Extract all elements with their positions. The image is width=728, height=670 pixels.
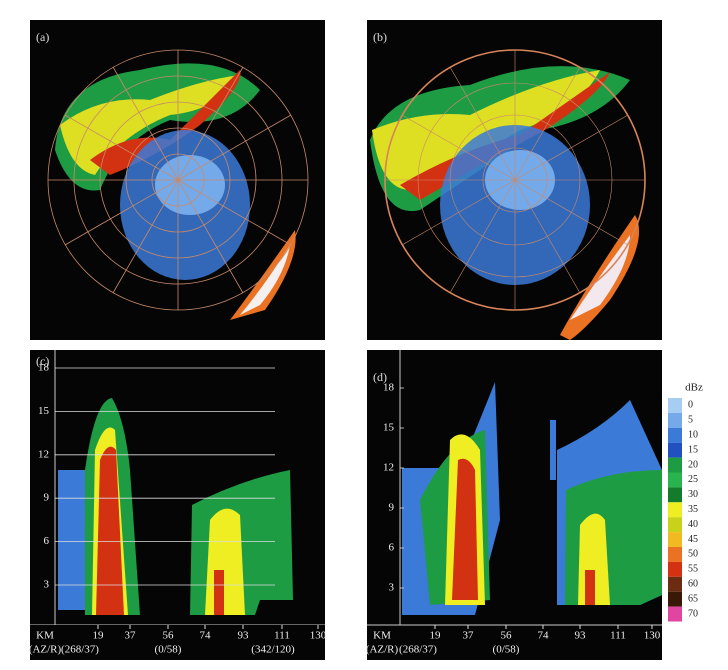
az-r-label: (268/37) (61, 644, 99, 656)
y-tick-label: 12 (38, 448, 49, 460)
x-tick-label: 93 (238, 630, 250, 642)
echo (585, 570, 595, 605)
range-rings (47, 49, 309, 311)
y-tick-label: 18 (383, 382, 395, 394)
legend-title: dBz (685, 382, 703, 394)
legend-label: 50 (688, 549, 698, 560)
az-label: (AZ/R) (29, 644, 62, 656)
legend-swatch (668, 487, 682, 503)
legend-label: 65 (688, 593, 698, 604)
echo (96, 446, 124, 615)
y-tick-label: 3 (389, 582, 395, 594)
legend-swatch (668, 472, 682, 488)
y-tick-label: 9 (44, 492, 50, 504)
y-tick-label: 9 (389, 502, 395, 514)
panel-label: (a) (36, 30, 49, 44)
echo (90, 70, 241, 175)
legend-swatch (668, 561, 682, 577)
legend-swatch (668, 427, 682, 443)
x-tick-label: 74 (200, 630, 212, 642)
echo (205, 508, 245, 615)
y-tick-label: 6 (44, 535, 50, 547)
panel-d (367, 350, 662, 660)
x-tick-label: 56 (501, 630, 513, 642)
echo (550, 420, 556, 480)
x-tick-label: 130 (310, 630, 327, 642)
legend-label: 25 (688, 474, 698, 485)
y-tick-label: 3 (44, 579, 50, 591)
y-tick-label: 12 (383, 462, 394, 474)
legend-swatch (668, 457, 682, 473)
x-tick-label: 93 (575, 630, 587, 642)
legend-swatch (668, 547, 682, 562)
legend-label: 20 (688, 459, 698, 470)
echo (155, 155, 225, 215)
x-unit: KM (36, 630, 54, 642)
echo (230, 230, 296, 320)
legend-label: 0 (688, 400, 693, 411)
x-tick-label: 19 (430, 630, 442, 642)
echo (452, 458, 478, 600)
x-tick-label: 19 (93, 630, 105, 642)
legend-label: 45 (688, 534, 698, 545)
x-tick-label: 111 (610, 630, 626, 642)
legend-swatch (668, 606, 682, 622)
legend-swatch (668, 412, 682, 428)
panel-a (30, 20, 325, 340)
x-tick-label: 74 (538, 630, 550, 642)
legend-label: 35 (688, 504, 698, 515)
legend-label: 60 (688, 579, 698, 590)
legend-swatch (668, 502, 682, 518)
range-rings (385, 50, 645, 310)
x-unit: KM (373, 630, 391, 642)
az-r-label: (342/120) (251, 644, 295, 656)
x-tick-label: 130 (644, 630, 661, 642)
y-tick-label: 6 (389, 542, 395, 554)
legend-label: 55 (688, 564, 698, 575)
y-tick-label: 18 (38, 362, 50, 374)
panel-b (367, 20, 662, 340)
legend-swatch (668, 532, 682, 547)
legend-swatch (668, 591, 682, 607)
panel-c (30, 350, 325, 660)
az-r-label: (0/58) (155, 644, 182, 656)
y-tick-label: 15 (383, 422, 395, 434)
legend-label: 70 (688, 608, 698, 619)
axis-bg (30, 625, 325, 660)
legend-swatch (668, 398, 682, 413)
legend-label: 15 (688, 444, 698, 455)
az-r-label: (0/58) (493, 644, 520, 656)
panel-label: (b) (373, 30, 387, 44)
x-tick-label: 56 (163, 630, 175, 642)
legend-swatch (668, 442, 682, 458)
legend-swatch (668, 576, 682, 592)
axis-bg (367, 625, 662, 660)
x-tick-label: 37 (125, 630, 137, 642)
az-label: (AZ/R) (366, 644, 399, 656)
legend-label: 5 (688, 415, 693, 426)
echo (60, 75, 240, 175)
legend-swatch (668, 517, 682, 533)
legend-label: 10 (688, 430, 698, 441)
x-tick-label: 37 (463, 630, 475, 642)
legend-label: 40 (688, 519, 698, 530)
legend-label: 30 (688, 489, 698, 500)
az-r-label: (268/37) (399, 644, 437, 656)
echo (214, 570, 224, 615)
x-tick-label: 111 (274, 630, 290, 642)
panel-label: (c) (36, 354, 49, 368)
y-tick-label: 15 (38, 405, 50, 417)
panel-label: (d) (373, 370, 387, 384)
